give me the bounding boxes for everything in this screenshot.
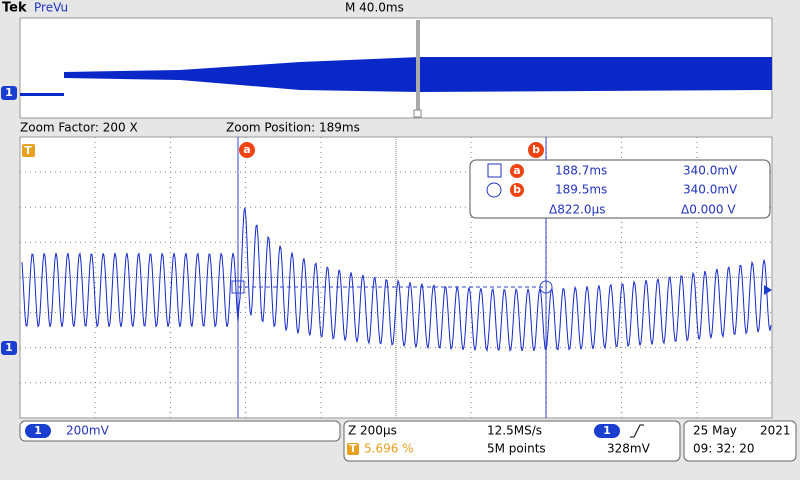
trigger-channel: 1 [603,424,611,437]
rect [469,159,771,219]
cursor-a-label: a [243,143,250,156]
readout-b-icon: b [513,183,521,196]
rect [683,420,797,462]
zoom-channel: 1 [5,341,13,354]
path [764,285,772,295]
rect [22,144,35,157]
timebase: M 40.0ms [345,1,404,15]
path [630,424,644,438]
zoom-trigger-icon: T [24,144,32,157]
wave [21,207,772,353]
rect [231,280,245,294]
zoom-scale: Z 200µs [348,424,397,438]
rect [347,443,359,455]
cursor-b-level: 340.0mV [683,183,738,197]
rect [25,424,51,438]
date-year: 2021 [760,424,791,438]
delta-time: Δ822.0µs [549,203,605,217]
rect [1,341,17,355]
brand: Tek [2,1,27,16]
cursor-b-time: 189.5ms [555,183,607,197]
circle [510,164,524,178]
cursor-a-level: 340.0mV [683,164,738,178]
record-length: 5M points [487,442,546,456]
rect [487,163,502,178]
channel-scale: 200mV [66,424,110,438]
rect [413,109,422,118]
path [20,57,772,96]
rect [1,86,17,100]
trigger-position: 5.696 % [364,442,414,456]
delta-level: Δ0.000 V [681,203,736,217]
rect [416,20,420,110]
zoom-position: Zoom Position: 189ms [226,121,360,135]
clock: 09: 32: 20 [693,442,755,456]
cursor-a-time: 188.7ms [555,164,607,178]
mode: PreVu [34,1,68,15]
circle [510,183,524,197]
grid [20,137,772,418]
date-day: 25 May [693,424,737,438]
rect [19,420,341,442]
readout-a-icon: a [513,164,520,177]
zoom-factor: Zoom Factor: 200 X [20,121,138,135]
circle [528,142,544,158]
overview-channel: 1 [5,86,13,99]
trigger-level: 328mV [607,442,651,456]
cursor-b-label: b [532,143,540,156]
rect [594,424,620,438]
channel-badge: 1 [34,424,42,437]
sample-rate: 12.5MS/s [487,424,542,438]
circle [539,280,553,294]
trigger-pos-icon: T [349,442,357,455]
circle [486,182,502,198]
circle [239,142,255,158]
